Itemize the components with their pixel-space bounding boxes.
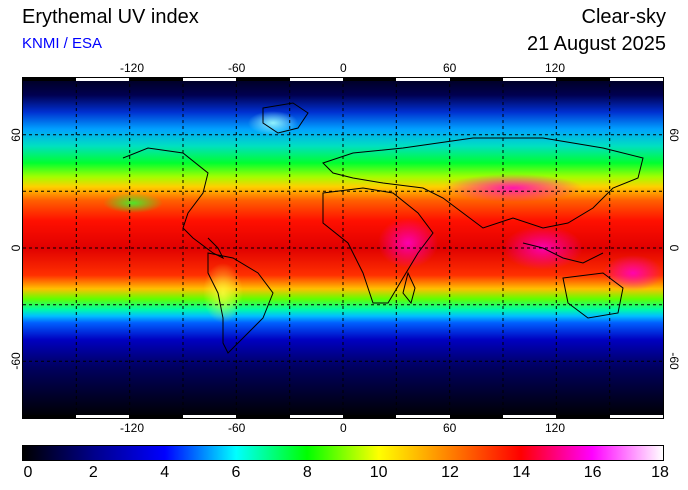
colorbar-label: 14 (512, 464, 531, 481)
lat-tick-right-3: -60 (667, 352, 681, 370)
coastlines (122, 102, 644, 354)
lat-tick-left-2: 0 (9, 244, 23, 252)
frame-ticks (23, 78, 663, 418)
map-date: 21 August 2025 (526, 33, 666, 55)
lon-tick-bottom-1: -120 (120, 421, 145, 435)
lon-tick-bottom-5: 120 (545, 421, 566, 435)
colorbar-label: 6 (231, 464, 241, 481)
lon-tick-bottom-4: 60 (443, 421, 457, 435)
map-source: KNMI / ESA (22, 35, 103, 52)
graticule (23, 78, 663, 418)
lon-tick-bottom-3: 0 (340, 421, 347, 435)
uv-index-map (22, 77, 664, 419)
lat-tick-right-1: 60 (667, 128, 681, 142)
colorbar-label: 10 (369, 464, 388, 481)
colorbar-label: 2 (88, 464, 98, 481)
lon-tick-top-3: 0 (340, 61, 347, 75)
colorbar-label: 16 (583, 464, 602, 481)
sky-condition: Clear-sky (581, 6, 666, 28)
colorbar-label: 0 (23, 464, 33, 481)
uv-colorbar (22, 445, 664, 461)
lon-tick-top-1: -120 (120, 61, 145, 75)
lon-tick-bottom-2: -60 (228, 421, 246, 435)
lon-tick-top-5: 120 (545, 61, 566, 75)
lat-tick-left-1: 60 (9, 128, 23, 142)
uv-map-graphic (23, 78, 663, 418)
lon-tick-top-4: 60 (443, 61, 457, 75)
colorbar-label: 18 (651, 464, 669, 481)
colorbar-label: 8 (302, 464, 312, 481)
lat-tick-left-3: -60 (9, 352, 23, 370)
lon-tick-top-2: -60 (228, 61, 246, 75)
colorbar-label: 12 (441, 464, 459, 481)
colorbar-label: 4 (160, 464, 170, 481)
lat-tick-right-2: 0 (667, 244, 681, 252)
map-title: Erythemal UV index (22, 6, 199, 28)
